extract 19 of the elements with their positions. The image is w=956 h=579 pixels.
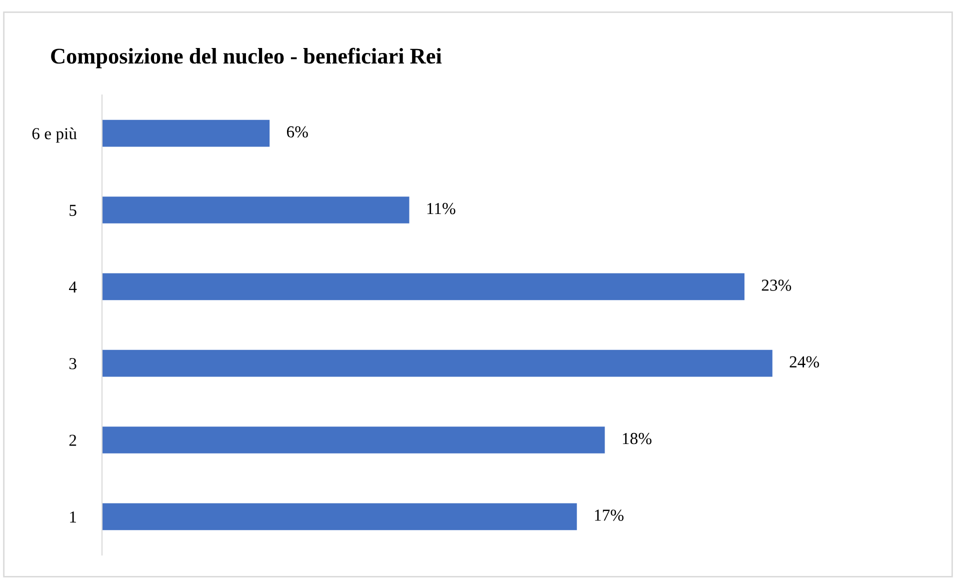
bar	[102, 426, 605, 454]
y-tick-label: 2	[69, 434, 76, 446]
data-label: 17%	[595, 510, 624, 521]
y-tick-label: 5	[70, 204, 76, 216]
y-tick-label: 6 e più	[32, 128, 77, 143]
data-label: 11%	[427, 202, 456, 214]
data-label: 23%	[762, 280, 792, 291]
y-tick-label: 4	[68, 281, 77, 292]
bar	[102, 120, 270, 147]
data-label: 24%	[790, 356, 820, 368]
bar	[102, 196, 410, 224]
y-tick-label: 3	[69, 358, 76, 370]
bar	[102, 273, 744, 300]
data-label: 6%	[286, 126, 308, 138]
data-label: 18%	[622, 432, 652, 444]
bar	[102, 503, 577, 530]
y-tick-label: 1	[70, 511, 76, 522]
bar	[102, 350, 772, 377]
chart-title: Composizione del nucleo - beneficiari Rei	[51, 48, 442, 68]
